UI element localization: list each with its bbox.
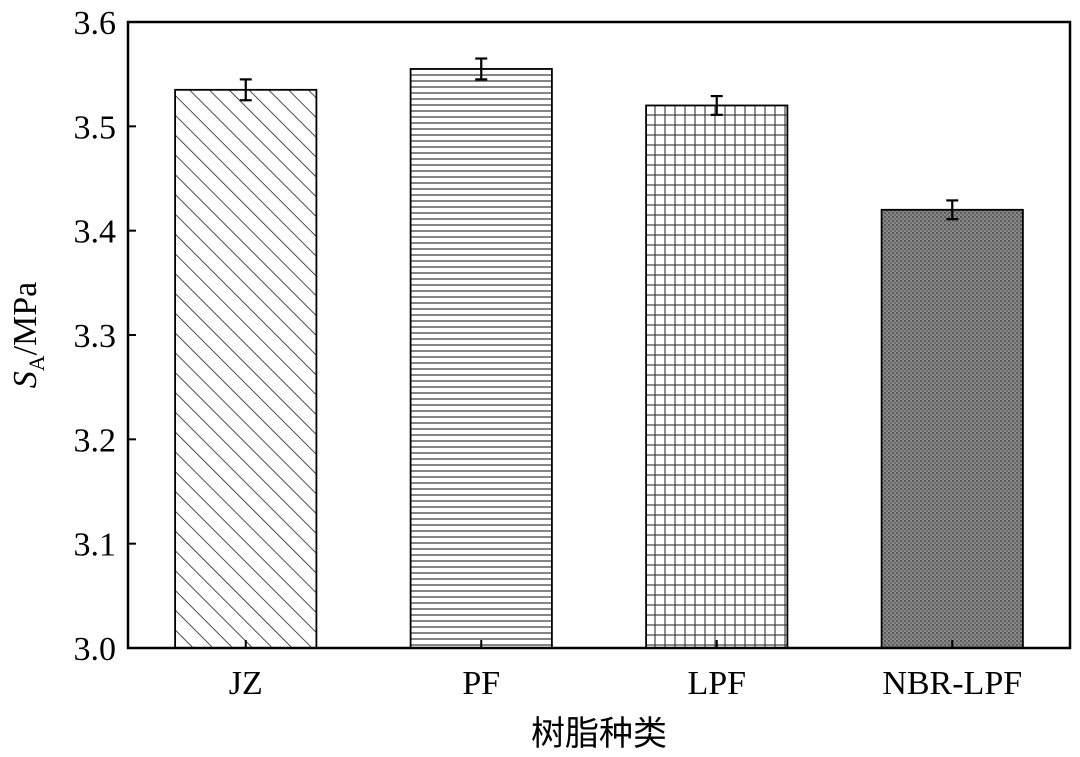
y-tick-label: 3.6 [74, 5, 117, 42]
x-tick-label: NBR-LPF [882, 665, 1022, 702]
bar-pf [409, 68, 553, 649]
x-tick-label: JZ [229, 665, 263, 702]
y-axis-title-main: S [7, 371, 44, 388]
error-bar-lpf [710, 94, 723, 116]
x-axis-title: 树脂种类 [531, 715, 667, 753]
bar-nbr-lpf [880, 208, 1024, 649]
y-tick-label: 3.3 [74, 318, 117, 355]
bar-jz [174, 88, 318, 649]
x-tick-label: LPF [687, 665, 746, 702]
x-axis-ticks: JZ PF LPF NBR-LPF [229, 640, 1022, 702]
bar-lpf [645, 104, 789, 649]
y-tick-label: 3.1 [74, 527, 117, 564]
y-axis-ticks: 3.0 3.1 3.2 3.3 3.4 3.5 3.6 [74, 5, 136, 668]
y-axis-title: SA/MPa [7, 282, 49, 389]
plot-frame [126, 20, 1072, 650]
y-tick-label: 3.4 [74, 214, 117, 251]
y-tick-label: 3.5 [74, 109, 117, 146]
error-bar-nbr-lpf [946, 199, 959, 221]
y-tick-label: 3.0 [74, 631, 117, 668]
y-tick-label: 3.2 [74, 422, 117, 459]
bars-layer [174, 68, 1024, 649]
error-bars-layer [239, 57, 959, 221]
error-bar-jz [239, 78, 252, 102]
error-bar-pf [475, 57, 488, 81]
x-tick-label: PF [462, 665, 500, 702]
y-axis-title-unit: /MPa [7, 282, 44, 356]
y-axis-title-subscript: A [24, 355, 49, 371]
